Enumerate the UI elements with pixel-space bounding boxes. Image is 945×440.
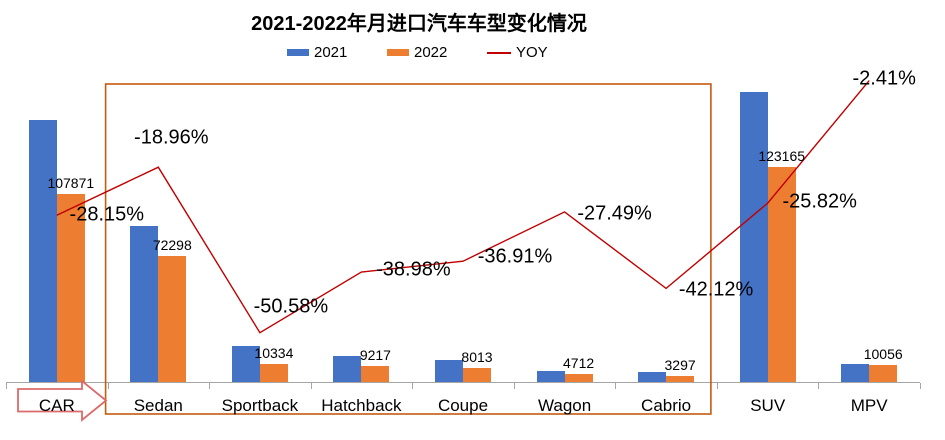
category-label-SUV: SUV [750, 396, 786, 415]
bar-2021-Wagon [536, 370, 565, 382]
yoy-label-Sportback: -50.58% [253, 295, 329, 318]
axis-tick [209, 383, 211, 389]
yoy-label-MPV: -2.41% [852, 67, 916, 90]
value-label-2022-Cabrio: 3297 [664, 357, 696, 374]
chart-title: 2021-2022年月进口汽车车型变化情况 [251, 13, 587, 35]
legend-label-2022: 2022 [414, 44, 448, 61]
legend-swatch-yoy-line-icon [487, 51, 511, 54]
yoy-label-Cabrio: -42.12% [678, 278, 754, 301]
category-label-Cabrio: Cabrio [641, 396, 692, 415]
bar-2022-Hatchback [361, 365, 390, 382]
value-label-2022-Sportback: 10334 [254, 345, 294, 361]
yoy-label-Coupe: -36.91% [477, 245, 553, 268]
bar-2022-Wagon [564, 373, 593, 382]
category-label-Sedan: Sedan [133, 396, 183, 415]
yoy-label-SUV: -25.82% [782, 190, 857, 213]
category-label-Hatchback: Hatchback [321, 396, 402, 415]
value-label-2022-SUV: 123165 [758, 148, 806, 165]
value-label-2022-Coupe: 8013 [461, 349, 493, 365]
axis-tick [310, 383, 312, 389]
legend-label-2021: 2021 [314, 44, 348, 61]
category-axis [6, 382, 920, 383]
legend-item-yoy: YOY [487, 44, 548, 61]
bar-2021-MPV [841, 364, 870, 382]
legend-item-2021: 2021 [287, 44, 347, 61]
value-label-2022-CAR: 107871 [47, 174, 95, 191]
axis-tick [615, 383, 617, 389]
bar-2021-CAR [28, 120, 57, 382]
category-label-MPV: MPV [850, 396, 888, 415]
bar-2022-MPV [869, 364, 898, 382]
bar-2021-Coupe [435, 359, 463, 382]
bar-2022-Cabrio [666, 376, 695, 382]
axis-tick [818, 383, 820, 389]
bar-2022-Sportback [259, 364, 288, 382]
category-label-Wagon: Wagon [537, 396, 592, 415]
value-label-2022-Wagon: 4712 [563, 354, 595, 371]
legend-swatch-2022-icon [387, 49, 409, 56]
category-label-CAR: CAR [38, 396, 75, 415]
bar-2022-Coupe [463, 368, 491, 382]
bar-2021-Cabrio [638, 372, 667, 382]
axis-tick [412, 383, 414, 389]
legend-swatch-2021-icon [287, 49, 309, 56]
category-label-Sportback: Sportback [221, 396, 299, 415]
legend-item-2022: 2022 [387, 44, 447, 61]
category-label-Coupe: Coupe [437, 396, 489, 415]
yoy-label-CAR: -28.15% [69, 203, 145, 226]
value-label-2022-Hatchback: 9217 [359, 346, 391, 363]
axis-tick [513, 383, 515, 389]
bar-2021-SUV [739, 92, 768, 382]
bar-2021-Hatchback [333, 355, 362, 382]
axis-tick [107, 383, 109, 389]
value-label-2022-Sedan: 72298 [152, 236, 192, 253]
axis-tick [716, 383, 718, 389]
legend-label-yoy: YOY [516, 44, 548, 61]
bar-2022-Sedan [158, 255, 187, 382]
axis-tick [920, 383, 921, 389]
yoy-label-Sedan: -18.96% [134, 126, 209, 149]
yoy-label-Hatchback: -38.98% [376, 258, 451, 281]
yoy-label-Wagon: -27.49% [577, 202, 652, 225]
value-label-2022-MPV: 10056 [863, 345, 903, 362]
axis-tick [6, 383, 7, 389]
